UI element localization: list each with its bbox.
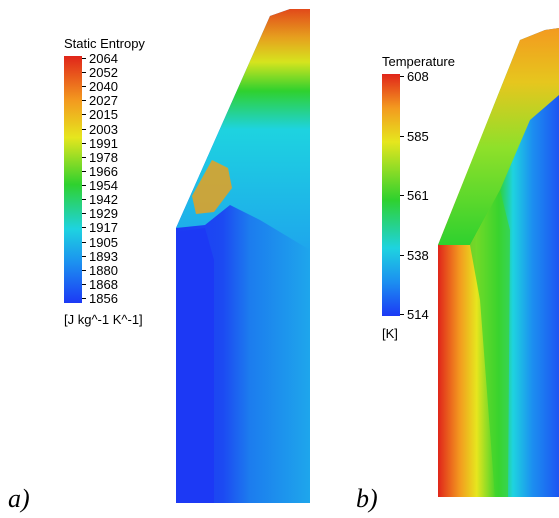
entropy-tick-label: 1978 — [89, 149, 118, 165]
entropy-tick-label: 1942 — [89, 192, 118, 208]
entropy-tick-label: 2003 — [89, 121, 118, 137]
entropy-tick-mark — [82, 255, 86, 257]
entropy-tick-label: 1966 — [89, 163, 118, 179]
entropy-tick-mark — [82, 128, 86, 130]
entropy-tick-mark — [82, 170, 86, 172]
temperature-colorbar — [382, 74, 400, 316]
temperature-tick-mark — [400, 254, 404, 256]
entropy-tick-mark — [82, 199, 86, 201]
panel-b-label: b) — [356, 484, 378, 513]
entropy-tick-label: 1868 — [89, 276, 118, 292]
entropy-tick-label: 1929 — [89, 206, 118, 222]
entropy-tick-label: 2052 — [89, 65, 118, 81]
entropy-tick-label: 2064 — [89, 51, 118, 66]
entropy-tick-mark — [82, 86, 86, 88]
temperature-tick-mark — [400, 195, 404, 196]
temperature-legend-title: Temperature — [382, 54, 455, 69]
entropy-tick-label: 1954 — [89, 178, 118, 194]
temperature-tick-label: 561 — [407, 188, 429, 203]
entropy-tick-mark — [82, 156, 86, 158]
entropy-tick-mark — [82, 142, 86, 144]
temperature-tick-label: 514 — [407, 307, 429, 322]
temperature-tick-label: 585 — [407, 128, 429, 144]
entropy-tick-mark — [82, 227, 86, 229]
entropy-tick-mark — [82, 298, 86, 299]
entropy-tick-label: 1856 — [89, 291, 118, 306]
entropy-low-zone — [176, 228, 214, 503]
entropy-tick-label: 1905 — [89, 234, 118, 250]
entropy-tick-label: 2027 — [89, 93, 118, 109]
entropy-tick-label: 1991 — [89, 135, 118, 151]
entropy-tick-label: 1880 — [89, 262, 118, 278]
entropy-tick-label: 2015 — [89, 107, 118, 123]
temperature-tick-mark — [400, 314, 404, 315]
panel-a-label: a) — [8, 484, 30, 513]
entropy-tick-mark — [82, 283, 86, 285]
temperature-upper-band — [438, 28, 559, 245]
entropy-unit-label: [J kg^-1 K^-1] — [64, 312, 143, 327]
entropy-tick-label: 1893 — [89, 248, 118, 264]
temperature-tick-mark — [400, 135, 404, 137]
entropy-legend-title: Static Entropy — [64, 36, 145, 51]
entropy-tick-label: 1917 — [89, 220, 118, 236]
temperature-unit-label: [K] — [382, 326, 398, 341]
entropy-tick-mark — [82, 114, 86, 116]
entropy-hot-spot — [192, 160, 232, 214]
temperature-tick-label: 608 — [407, 69, 429, 84]
entropy-tick-mark — [82, 72, 86, 74]
entropy-tick-mark — [82, 58, 86, 59]
temperature-green-wall — [470, 190, 510, 497]
entropy-tick-mark — [82, 185, 86, 187]
temperature-tick-label: 538 — [407, 247, 429, 263]
entropy-tick-label: 2040 — [89, 79, 118, 95]
entropy-tick-mark — [82, 269, 86, 271]
entropy-tick-mark — [82, 241, 86, 243]
entropy-tick-mark — [82, 213, 86, 215]
temperature-tick-mark — [400, 76, 404, 77]
entropy-colorbar — [64, 56, 82, 303]
entropy-tick-mark — [82, 100, 86, 102]
